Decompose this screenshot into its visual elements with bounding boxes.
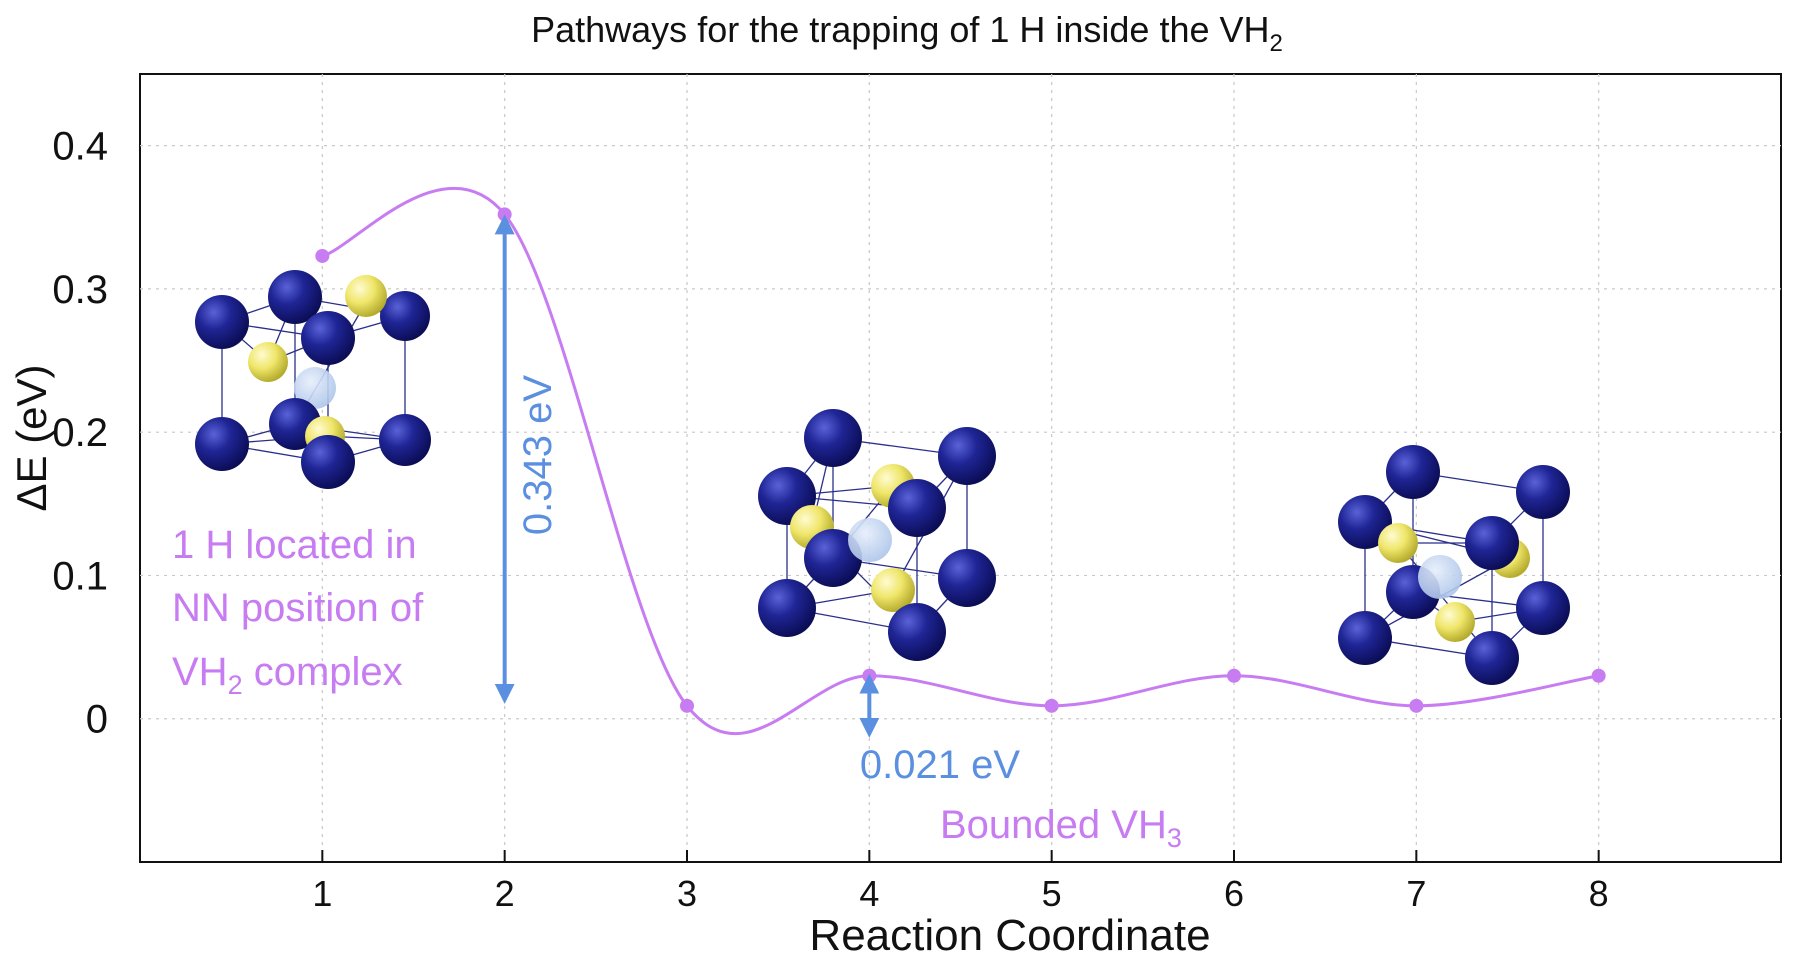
initial-state-line-3: VH2 complex xyxy=(172,650,403,700)
y-tick-label: 0 xyxy=(86,698,108,742)
barrier-label-small: 0.021 eV xyxy=(860,743,1020,787)
crystal-structure-initial xyxy=(195,270,431,489)
crystal-structure-final xyxy=(1338,445,1570,685)
plot-frame xyxy=(139,73,1782,863)
x-tick-label: 4 xyxy=(859,873,879,914)
vanadium-atom xyxy=(1465,516,1519,570)
vanadium-atom xyxy=(268,270,322,324)
x-tick-label: 6 xyxy=(1224,873,1244,914)
vanadium-atom xyxy=(888,603,946,661)
vanadium-atom xyxy=(1465,631,1519,685)
vacancy-site xyxy=(848,518,892,562)
vanadium-atom xyxy=(1386,445,1440,499)
chart-title: Pathways for the trapping of 1 H inside … xyxy=(531,9,1283,57)
vanadium-atom xyxy=(379,414,431,466)
vanadium-atom xyxy=(380,291,430,341)
crystal-structure-middle xyxy=(758,409,996,661)
data-point xyxy=(1409,698,1424,713)
data-point xyxy=(1044,698,1059,713)
vanadium-atom xyxy=(938,549,996,607)
x-tick-label: 7 xyxy=(1406,873,1426,914)
x-tick-label: 1 xyxy=(312,873,332,914)
hydrogen-atom xyxy=(871,568,915,612)
hydrogen-atom xyxy=(1378,523,1418,563)
vanadium-atom xyxy=(1516,581,1570,635)
vanadium-atom xyxy=(888,479,946,537)
final-state-label: Bounded VH3 xyxy=(940,803,1182,853)
x-axis-ticks: 1 2 3 4 5 6 7 8 xyxy=(312,850,1609,914)
y-axis-label: ΔE (eV) xyxy=(8,364,55,511)
vanadium-atom xyxy=(301,311,355,365)
data-point xyxy=(1591,668,1606,683)
data-point xyxy=(315,248,330,263)
initial-state-line-2: NN position of xyxy=(172,586,424,630)
vanadium-atom xyxy=(195,417,249,471)
initial-state-label: 1 H located in NN position of VH2 comple… xyxy=(172,523,424,700)
chart-title-subscript: 2 xyxy=(1270,30,1283,57)
hydrogen-atom xyxy=(1435,602,1475,642)
vanadium-atom xyxy=(1338,611,1392,665)
vacancy-site xyxy=(1418,555,1462,599)
vanadium-atom xyxy=(195,295,249,349)
vanadium-atom xyxy=(1338,495,1392,549)
vanadium-atom xyxy=(938,427,996,485)
data-point xyxy=(1227,668,1241,683)
vanadium-atom xyxy=(301,435,355,489)
x-axis-label: Reaction Coordinate xyxy=(809,911,1210,958)
data-point xyxy=(680,698,694,713)
y-axis-ticks: 0.4 0.3 0.2 0.1 0 xyxy=(52,125,108,742)
x-tick-label: 2 xyxy=(495,873,515,914)
data-point xyxy=(497,207,512,222)
y-tick-label: 0.4 xyxy=(52,125,108,169)
vacancy-site xyxy=(294,367,336,409)
barrier-label-main: 0.343 eV xyxy=(516,375,560,535)
data-point xyxy=(862,668,877,683)
y-tick-label: 0.2 xyxy=(52,411,108,455)
data-points xyxy=(315,207,1606,713)
hydrogen-atom xyxy=(248,342,288,382)
y-tick-label: 0.1 xyxy=(52,554,108,598)
vanadium-atom xyxy=(1516,465,1570,519)
vanadium-atom xyxy=(758,579,816,637)
vanadium-atom xyxy=(804,529,862,587)
y-tick-label: 0.3 xyxy=(52,268,108,312)
vanadium-atom xyxy=(804,409,862,467)
x-tick-label: 5 xyxy=(1042,873,1062,914)
hydrogen-atom xyxy=(345,275,387,317)
x-tick-label: 8 xyxy=(1589,873,1609,914)
x-tick-label: 3 xyxy=(677,873,697,914)
initial-state-line-1: 1 H located in xyxy=(172,523,417,567)
